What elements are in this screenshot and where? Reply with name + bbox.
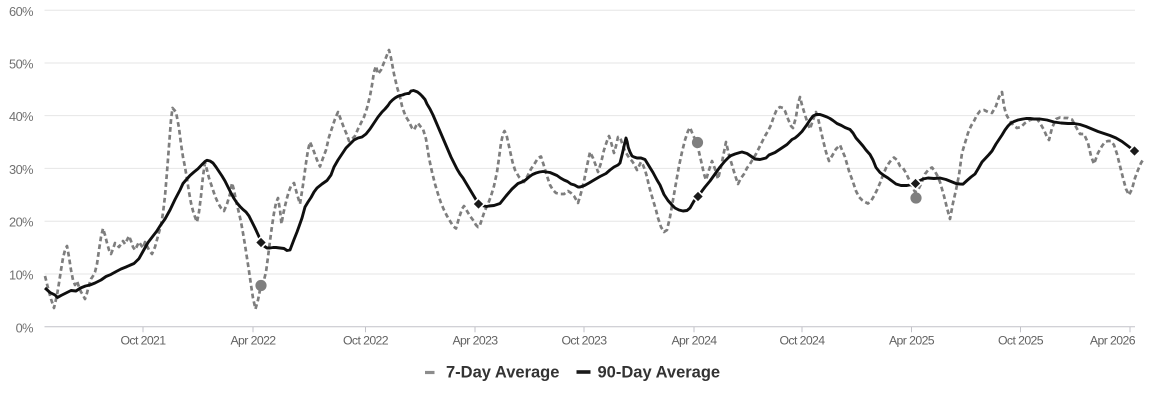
svg-text:40%: 40%	[9, 109, 33, 124]
svg-text:30%: 30%	[9, 162, 33, 177]
svg-text:7-Day Average: 7-Day Average	[446, 364, 559, 382]
svg-text:90-Day Average: 90-Day Average	[598, 364, 721, 382]
svg-text:10%: 10%	[9, 268, 33, 283]
svg-text:50%: 50%	[9, 57, 33, 72]
svg-text:Oct 2024: Oct 2024	[779, 334, 825, 348]
svg-text:Oct 2023: Oct 2023	[561, 334, 607, 348]
svg-text:Apr 2025: Apr 2025	[889, 334, 935, 348]
svg-text:60%: 60%	[9, 4, 33, 19]
svg-text:Oct 2021: Oct 2021	[120, 334, 166, 348]
svg-text:Apr 2022: Apr 2022	[230, 334, 276, 348]
svg-text:Oct 2025: Oct 2025	[998, 334, 1044, 348]
svg-text:Apr 2023: Apr 2023	[452, 334, 498, 348]
svg-text:0%: 0%	[16, 320, 34, 335]
svg-text:Oct 2022: Oct 2022	[343, 334, 389, 348]
svg-text:Apr 2026: Apr 2026	[1090, 334, 1136, 348]
svg-text:Apr 2024: Apr 2024	[671, 334, 717, 348]
svg-text:20%: 20%	[9, 215, 33, 230]
